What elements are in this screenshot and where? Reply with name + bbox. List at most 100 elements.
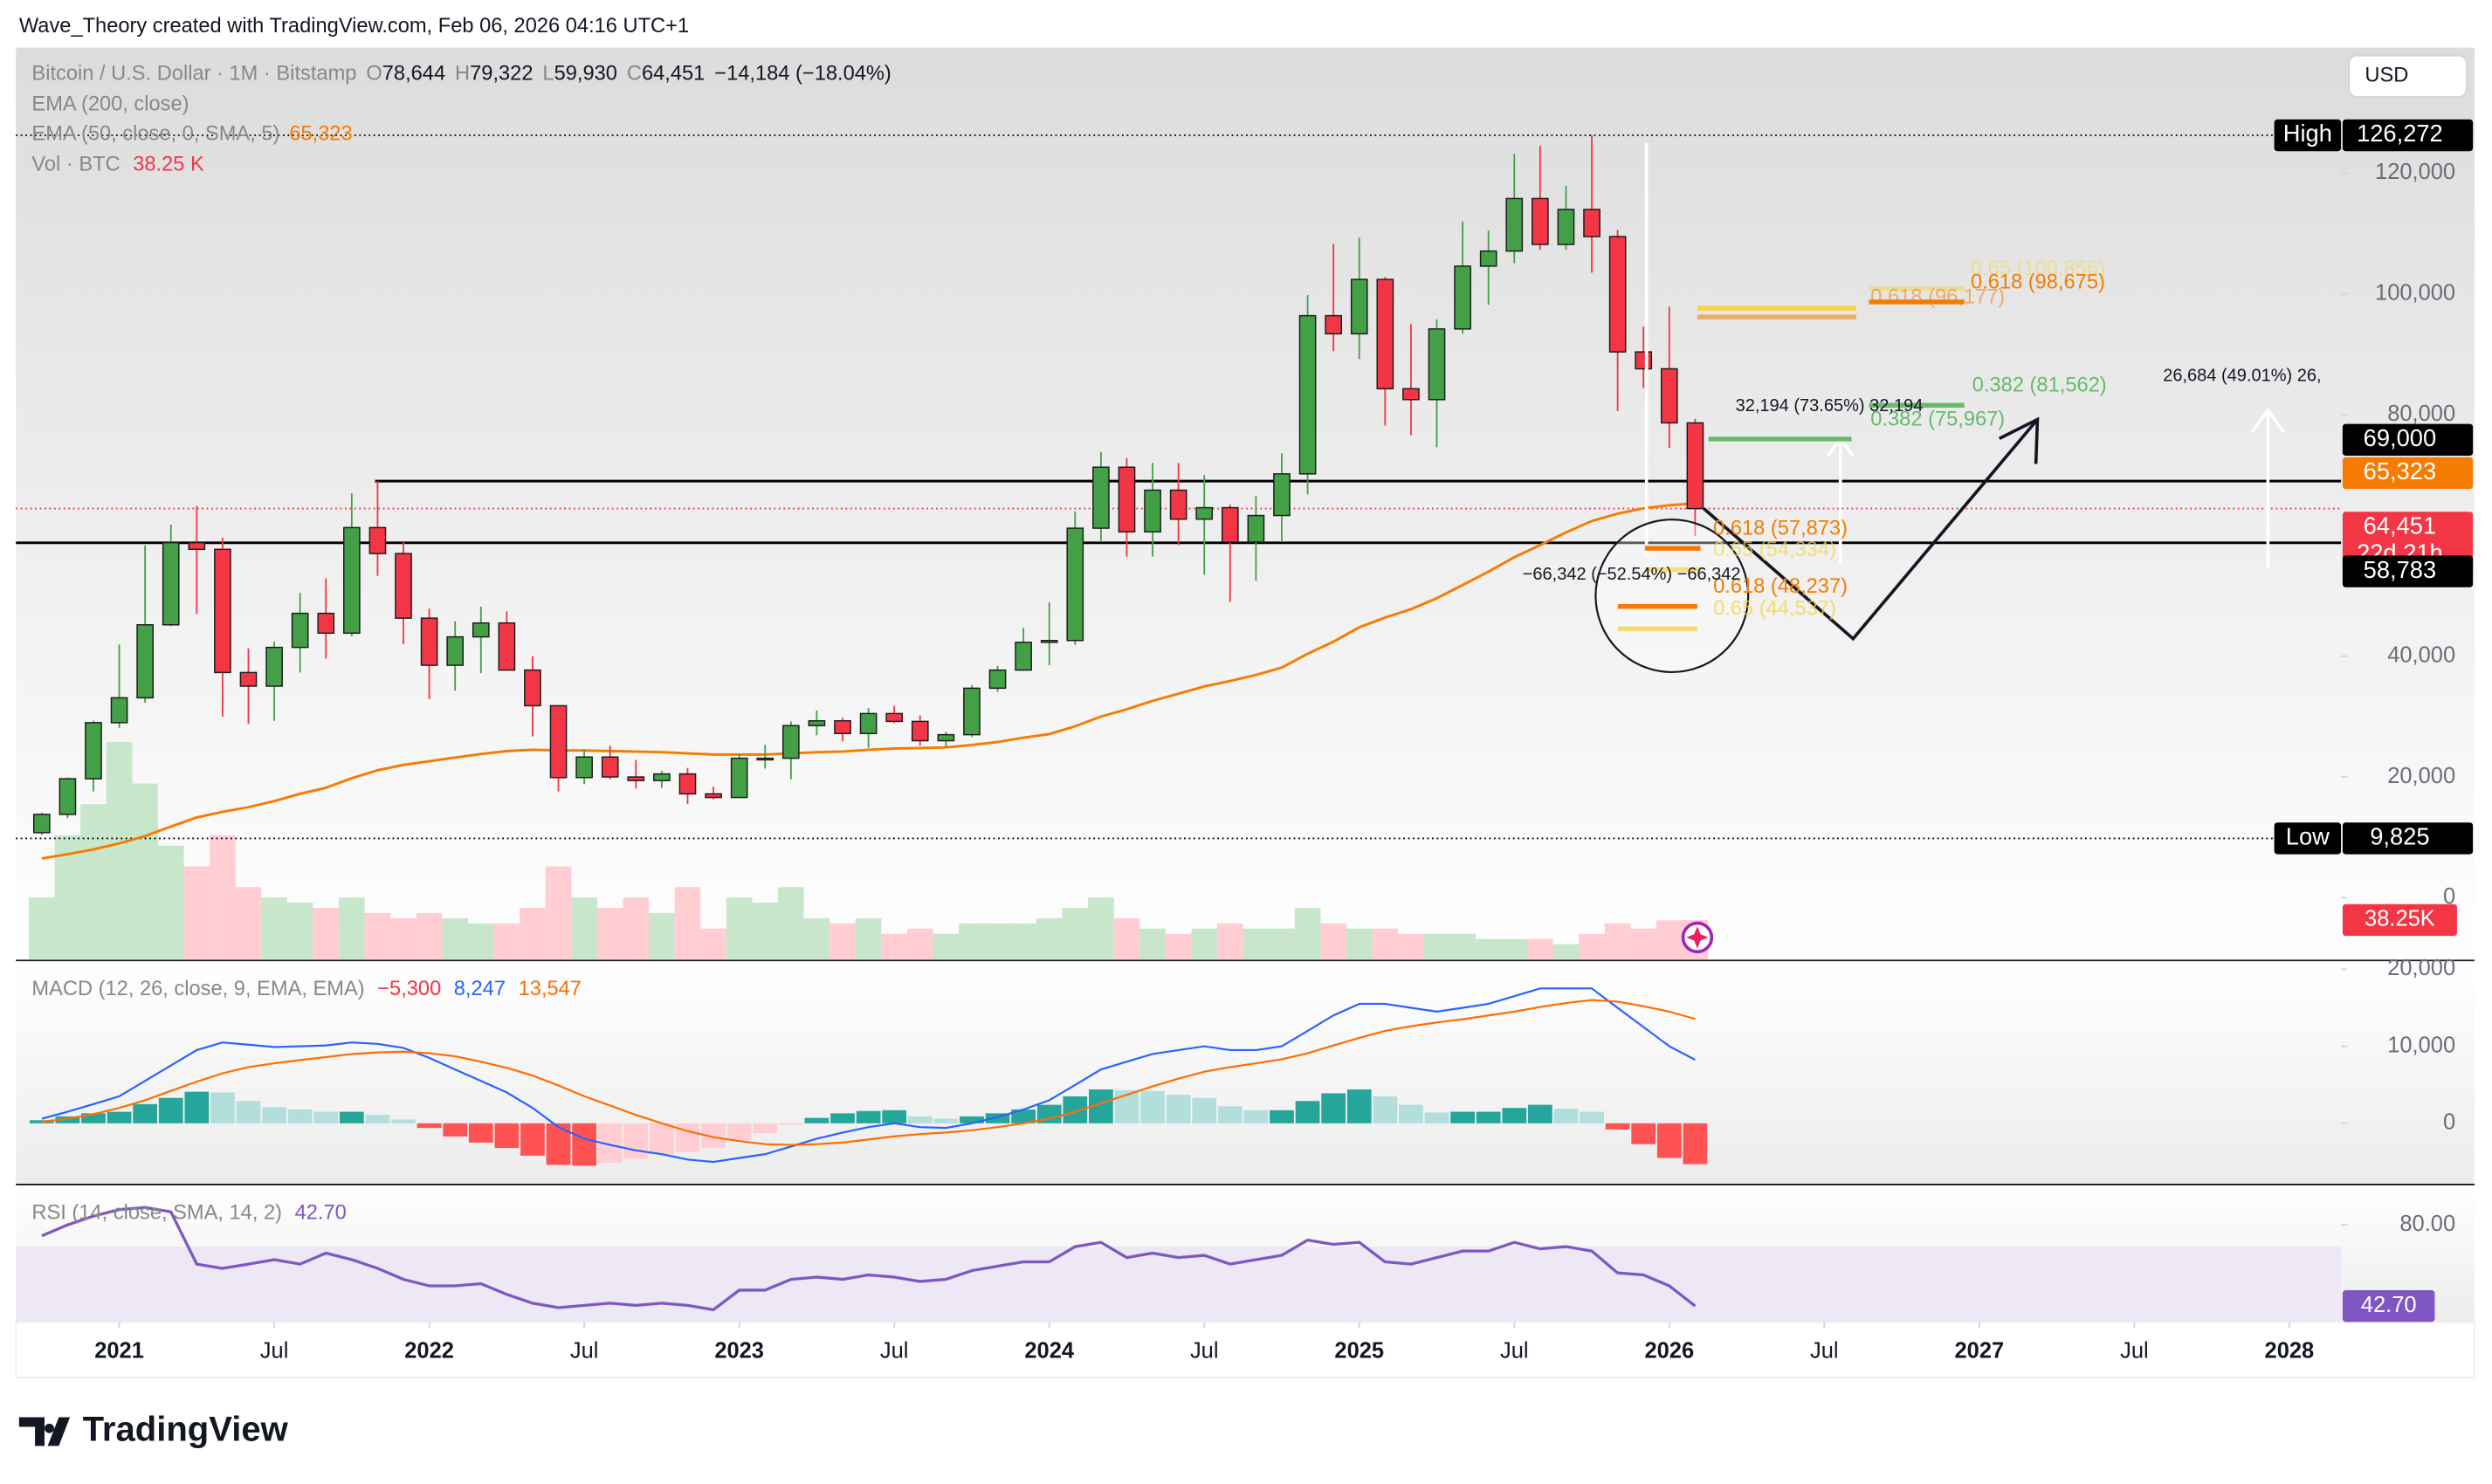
currency-label[interactable]: USD — [2365, 65, 2408, 87]
macd-histogram-bar — [1631, 1123, 1656, 1144]
axes: 0 20,000 40,000 80,000 100,000 120,000 0 10,000… — [94, 119, 2474, 1364]
main-panel — [16, 47, 2475, 960]
volume-bar — [803, 917, 830, 960]
macd-histogram-bar — [1346, 1089, 1372, 1123]
candle-body — [1325, 314, 1342, 335]
y-tick-label: 10,000 — [2387, 1033, 2455, 1057]
volume-bar — [830, 923, 856, 960]
macd-histogram-bar — [1192, 1097, 1217, 1123]
macd-histogram-bar — [753, 1123, 778, 1134]
y-tick-label: 80.00 — [2399, 1212, 2455, 1236]
candle-body — [1505, 197, 1524, 252]
rsi-value: 42.70 — [295, 1202, 347, 1225]
x-tick-label: Jul — [2120, 1339, 2149, 1364]
candle-body — [214, 548, 231, 674]
x-tick-label: Jul — [1190, 1339, 1219, 1364]
x-tick-label: Jul — [260, 1339, 289, 1364]
volume-bar — [390, 917, 416, 960]
x-tick-label: 2027 — [1955, 1339, 2005, 1364]
macd-histogram-bar — [133, 1103, 158, 1123]
volume-bar — [726, 897, 753, 960]
volume-bar — [210, 835, 236, 960]
candle-body — [653, 773, 671, 781]
rsi-title: RSI (14, close, SMA, 14, 2) — [31, 1202, 282, 1225]
volume-bar — [959, 923, 985, 960]
x-tick-label: Jul — [1810, 1339, 1839, 1364]
macd-title: MACD (12, 26, close, 9, EMA, EMA) — [31, 978, 364, 1000]
price-tag-box — [2274, 822, 2342, 855]
macd-histogram-bar — [726, 1123, 752, 1141]
macd-histogram-bar — [210, 1092, 235, 1123]
currency-button[interactable] — [2348, 54, 2468, 98]
candle-body — [1557, 209, 1575, 245]
indicator-legend: EMA (50, close, 0, SMA, 5) 65,323 — [31, 123, 352, 146]
macd-line — [41, 987, 1696, 1164]
macd-histogram-bar — [365, 1115, 390, 1123]
candle-body — [1686, 422, 1704, 510]
volume-bar — [933, 933, 960, 960]
volume-bar — [339, 897, 365, 960]
volume-bar — [674, 887, 701, 960]
candle-body — [575, 756, 593, 779]
macd-histogram-bar — [1140, 1090, 1165, 1123]
legend-key: O — [366, 63, 382, 86]
volume-bar — [778, 887, 804, 960]
candle-body — [395, 553, 412, 619]
candle-body — [911, 720, 929, 742]
volume-price-box — [2342, 903, 2457, 937]
indicator-value: 65,323 — [289, 123, 352, 146]
candle-body — [291, 612, 309, 649]
volume-bar — [80, 804, 107, 960]
candle-body — [136, 624, 154, 699]
indicator-legend: EMA (200, close) — [31, 93, 189, 115]
macd-histogram-bar — [1217, 1106, 1243, 1123]
macd-histogram-bar — [1450, 1111, 1475, 1123]
volume-bar — [520, 907, 546, 960]
x-tick-label: Jul — [1500, 1339, 1529, 1364]
macd-histogram-bar — [184, 1091, 210, 1123]
x-tick-label: 2022 — [404, 1339, 454, 1364]
macd-histogram-bar — [1553, 1109, 1579, 1123]
x-tick-label: 2021 — [94, 1339, 144, 1364]
fib-label: 0.618 (98,675) — [1971, 271, 2105, 293]
fib-label: 0.382 (81,562) — [1972, 374, 2107, 397]
macd-histogram-bar — [468, 1123, 493, 1143]
candle-body — [1350, 278, 1368, 335]
volume-bar — [235, 887, 262, 960]
macd-layer — [29, 987, 1708, 1166]
volume-bar — [571, 897, 597, 960]
y-tick-label: 20,000 — [2387, 956, 2455, 980]
y-tick-label: 20,000 — [2387, 764, 2455, 788]
candle-body — [1118, 466, 1136, 532]
volume-bar — [1036, 917, 1063, 960]
macd-histogram-bar — [856, 1110, 881, 1123]
legend-value: 79,322 — [470, 63, 533, 86]
credit: Wave_Theory created with TradingView.com… — [19, 15, 689, 38]
candle-body — [162, 541, 180, 626]
price-box-label: 58,783 — [2364, 556, 2437, 583]
candle-body — [730, 757, 748, 799]
candle-body — [110, 697, 128, 724]
fib-label: 0.65 (44,537) — [1713, 598, 1836, 621]
volume-bar — [545, 866, 572, 960]
volume-bar — [1139, 928, 1166, 960]
volume-bar — [364, 912, 391, 960]
candle-body — [498, 622, 516, 671]
candle-body — [756, 757, 774, 761]
candle-body — [1273, 473, 1291, 517]
candle-body — [782, 725, 800, 759]
volume-bar — [29, 897, 55, 960]
volume-bar — [649, 912, 675, 960]
price-box-label: 9,825 — [2370, 823, 2429, 850]
macd-histogram-bar — [313, 1111, 339, 1123]
candle-body — [885, 712, 904, 723]
y-tick-label: 100,000 — [2375, 280, 2455, 305]
fib-label: 0.618 (96,177) — [1870, 286, 2005, 309]
candle-body — [549, 704, 568, 779]
volume-bar — [1398, 933, 1424, 960]
volume-bar — [106, 742, 133, 960]
volume-bar — [1372, 928, 1399, 960]
macd-histogram-bar — [443, 1123, 468, 1137]
candle-body — [1454, 265, 1471, 330]
